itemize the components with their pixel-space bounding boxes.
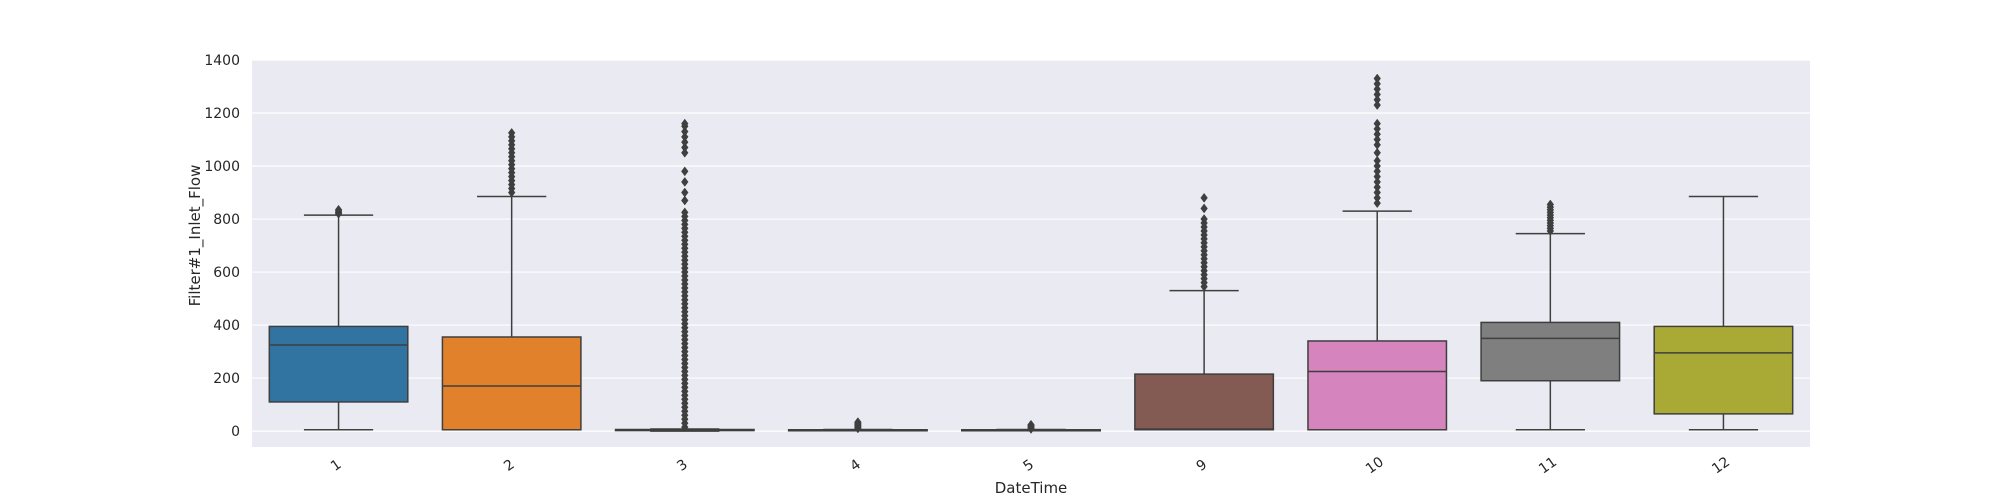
outlier-point: [1200, 203, 1208, 214]
outlier-point: [1373, 198, 1381, 209]
outlier-point: [1373, 177, 1381, 187]
x-tick-label: 10: [1363, 454, 1387, 477]
outlier-point: [681, 195, 689, 206]
outlier-point: [1373, 182, 1381, 193]
outlier-point: [1373, 73, 1381, 84]
outlier-point: [681, 142, 689, 153]
outlier-point: [1373, 118, 1381, 129]
box-group: [1307, 73, 1448, 431]
box-iqr: [1653, 325, 1794, 415]
outlier-point: [1373, 171, 1381, 182]
box-group: [961, 419, 1101, 434]
x-tick-label: 12: [1709, 454, 1733, 477]
box-group: [1480, 199, 1621, 431]
outlier-point: [1373, 94, 1381, 105]
outlier-point: [681, 207, 689, 218]
box-iqr: [1134, 373, 1275, 431]
outlier-point: [1373, 78, 1381, 89]
outlier-point: [1546, 199, 1555, 210]
outlier-point: [854, 417, 862, 428]
y-tick-label: 600: [213, 265, 240, 281]
y-tick-label: 0: [231, 424, 240, 440]
x-axis-label: DateTime: [995, 479, 1068, 497]
y-tick-label: 800: [213, 212, 240, 228]
x-tick-label: 4: [847, 457, 864, 475]
outlier-point: [1373, 84, 1381, 95]
outlier-point: [1373, 155, 1381, 166]
outlier-point: [681, 118, 689, 129]
x-tick-label: 5: [1020, 457, 1036, 475]
outlier-point: [1373, 129, 1381, 140]
y-tick-labels: 0 200 400 600 800 1000 1200 1400: [204, 53, 240, 440]
outlier-point: [681, 147, 689, 158]
y-tick-label: 400: [213, 318, 240, 334]
x-tick-label: 9: [1194, 457, 1210, 475]
outlier-point: [681, 137, 689, 148]
x-tick-label: 1: [328, 457, 344, 475]
x-tick-label: 3: [674, 457, 690, 475]
outlier-point: [1373, 166, 1381, 177]
outlier-point: [1373, 192, 1381, 203]
outlier-point: [1373, 134, 1381, 145]
outlier-point: [681, 131, 689, 142]
outlier-point: [507, 127, 516, 138]
box-iqr: [1307, 340, 1448, 431]
y-tick-label: 1400: [204, 53, 240, 69]
box-iqr: [1480, 321, 1621, 382]
outlier-point: [1027, 419, 1035, 430]
box-group: [614, 118, 755, 433]
outlier-point: [1373, 89, 1381, 100]
outlier-point: [1373, 187, 1381, 198]
x-tick-label: 2: [501, 457, 517, 475]
outlier-point: [1373, 161, 1381, 171]
y-axis-label: Filter#1_Inlet_Flow: [186, 165, 205, 307]
outlier-point: [681, 177, 689, 187]
y-tick-label: 1200: [204, 106, 240, 122]
outlier-point: [1200, 192, 1208, 203]
outlier-point: [1373, 124, 1381, 134]
box-group: [1653, 195, 1794, 431]
outlier-point: [1200, 214, 1208, 224]
box-iqr: [441, 336, 582, 431]
outlier-point: [1373, 100, 1381, 110]
outlier-point: [681, 187, 689, 198]
box-group: [1134, 192, 1275, 431]
y-tick-label: 200: [213, 371, 240, 387]
outlier-point: [1373, 147, 1381, 158]
outlier-point: [334, 204, 343, 215]
x-tick-label: 11: [1536, 454, 1560, 477]
x-tick-labels: 1 2 3 4 5 9 10 11 12: [328, 454, 1733, 477]
box-iqr: [268, 325, 409, 403]
boxes: [268, 73, 1794, 434]
box-group: [787, 417, 928, 434]
outlier-point: [1373, 139, 1381, 150]
y-tick-label: 1000: [204, 159, 240, 175]
box-group: [441, 127, 582, 431]
outlier-point: [681, 166, 689, 177]
box-group: [268, 204, 409, 431]
outlier-point: [681, 126, 689, 137]
